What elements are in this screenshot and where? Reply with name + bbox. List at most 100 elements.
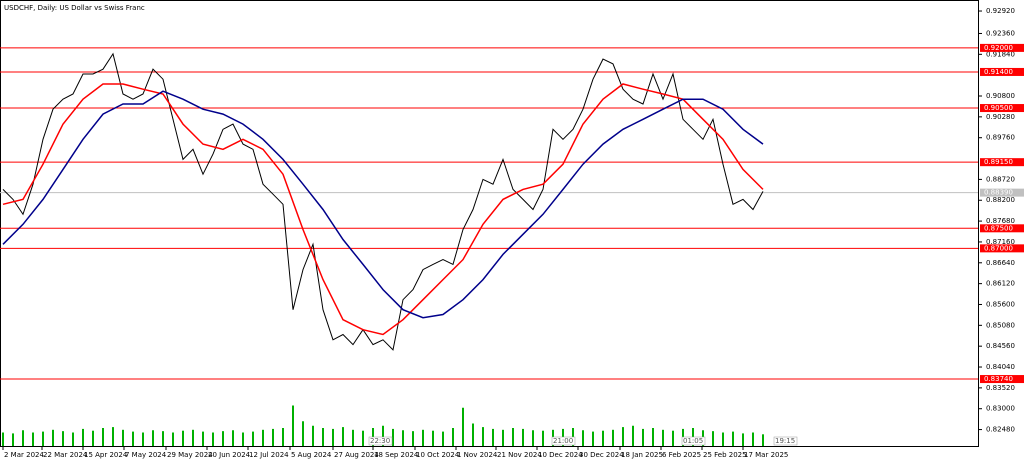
x-tick-label: 18 Sep 2024 xyxy=(374,451,419,459)
volume-bar xyxy=(62,431,64,446)
annotation: 21:00 xyxy=(553,437,573,445)
y-tick-label: 0.89760 xyxy=(986,134,1015,142)
x-tick-label: 18 Jan 2025 xyxy=(621,451,663,459)
level-label-box xyxy=(980,224,1024,233)
series-line xyxy=(2,52,764,351)
x-tick-label: 25 Feb 2025 xyxy=(703,451,747,459)
x-tick-label: 1 Nov 2024 xyxy=(457,451,498,459)
x-tick-label: 15 Apr 2024 xyxy=(84,451,128,459)
volume-bar xyxy=(292,405,294,446)
volume-bar xyxy=(172,432,174,446)
x-tick-label: 22 Mar 2024 xyxy=(43,451,88,459)
volume-bar xyxy=(142,432,144,446)
volume-bar xyxy=(192,429,194,446)
y-tick-label: 0.84040 xyxy=(986,363,1015,371)
level-label-box xyxy=(980,104,1024,113)
volume-bar xyxy=(222,431,224,446)
volume-bar xyxy=(472,423,474,446)
volume-bar xyxy=(342,427,344,446)
volume-bar xyxy=(602,430,604,446)
annotation: 19:15 xyxy=(775,437,795,445)
volume-bar xyxy=(482,427,484,446)
volume-bar xyxy=(452,428,454,446)
y-tick-label: 0.82480 xyxy=(986,426,1015,434)
volume-bar xyxy=(672,430,674,446)
volume-bar xyxy=(392,428,394,446)
y-tick-label: 0.90800 xyxy=(986,92,1015,100)
volume-bar xyxy=(582,430,584,446)
volume-bar xyxy=(232,430,234,446)
volume-bar xyxy=(492,428,494,446)
y-tick-label: 0.83000 xyxy=(986,405,1015,413)
volume-bar xyxy=(422,429,424,446)
volume-bar xyxy=(2,432,4,446)
volume-bar xyxy=(652,428,654,446)
volume-bar xyxy=(202,431,204,446)
volume-bar xyxy=(752,432,754,446)
y-tick-label: 0.90280 xyxy=(986,113,1015,121)
volume-bar xyxy=(532,430,534,446)
level-label: 0.92000 xyxy=(984,44,1013,52)
volume-bar xyxy=(122,429,124,446)
volume-bar xyxy=(92,430,94,446)
volume-bar xyxy=(502,429,504,446)
level-label: 0.87500 xyxy=(984,224,1013,232)
series-line xyxy=(2,83,764,336)
volume-bar xyxy=(622,427,624,446)
x-tick-label: 6 Feb 2025 xyxy=(662,451,701,459)
y-tick-label: 0.86120 xyxy=(986,280,1015,288)
level-label: 0.88390 xyxy=(984,189,1013,197)
level-label: 0.89150 xyxy=(984,158,1013,166)
y-tick-label: 0.83520 xyxy=(986,384,1015,392)
volume-bar xyxy=(522,428,524,446)
volume-bar xyxy=(162,431,164,446)
volume-bar xyxy=(282,428,284,446)
x-tick-label: 10 Dec 2024 xyxy=(538,451,583,459)
volume-bar xyxy=(362,430,364,446)
annotation-box xyxy=(681,436,706,446)
level-label: 0.83740 xyxy=(984,375,1013,383)
level-label-box xyxy=(980,244,1024,253)
volume-bar xyxy=(432,430,434,446)
volume-bar xyxy=(642,428,644,446)
x-tick-label: 5 Aug 2024 xyxy=(291,451,332,459)
volume-bar xyxy=(42,431,44,446)
volume-bar xyxy=(612,429,614,446)
annotation-box xyxy=(773,436,798,446)
volume-bar xyxy=(72,432,74,446)
volume-bar xyxy=(662,429,664,446)
volume-bar xyxy=(22,430,24,446)
level-label-box xyxy=(980,43,1024,52)
volume-bar xyxy=(112,427,114,446)
volume-bar xyxy=(102,428,104,446)
x-tick-label: 2 Mar 2024 xyxy=(4,451,44,459)
volume-bar xyxy=(462,407,464,446)
volume-bar xyxy=(632,425,634,446)
volume-bar xyxy=(332,428,334,446)
annotation: 22:30 xyxy=(370,437,390,445)
annotation-box xyxy=(368,436,393,446)
volume-bar xyxy=(442,431,444,446)
y-tick-label: 0.86640 xyxy=(986,259,1015,267)
volume-bar xyxy=(742,433,744,446)
x-tick-label: 17 Mar 2025 xyxy=(744,451,788,459)
level-label: 0.91400 xyxy=(984,68,1013,76)
y-tick-label: 0.87680 xyxy=(986,217,1015,225)
volume-bar xyxy=(412,431,414,446)
x-tick-label: 29 May 2024 xyxy=(167,451,213,459)
volume-bar xyxy=(262,429,264,446)
volume-bar xyxy=(542,430,544,446)
volume-bar xyxy=(182,430,184,446)
volume-bar xyxy=(272,428,274,446)
volume-bar xyxy=(512,428,514,446)
volume-bar xyxy=(352,429,354,446)
y-tick-label: 0.85080 xyxy=(986,321,1015,329)
x-tick-label: 30 Dec 2024 xyxy=(579,451,624,459)
x-tick-label: 12 Jul 2024 xyxy=(249,451,289,459)
volume-bar xyxy=(242,432,244,446)
volume-bar xyxy=(592,431,594,446)
plot-frame xyxy=(0,0,979,447)
y-tick-label: 0.91840 xyxy=(986,50,1015,58)
volume-bar xyxy=(302,421,304,446)
